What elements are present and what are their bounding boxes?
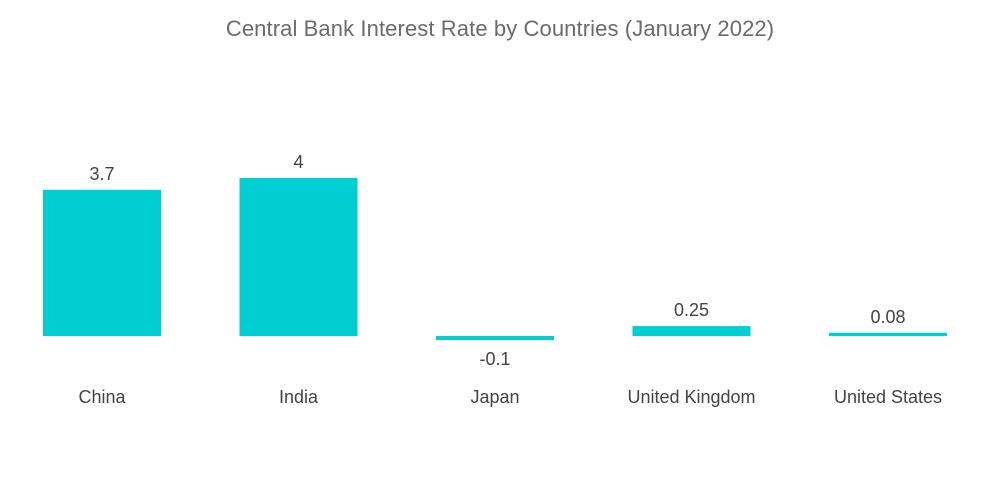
- value-label: 3.7: [89, 164, 114, 184]
- category-label: China: [78, 387, 126, 407]
- value-label: -0.1: [479, 349, 510, 369]
- category-label: India: [279, 387, 319, 407]
- category-label: Japan: [470, 387, 519, 407]
- bar-united-states: [829, 332, 947, 336]
- bar-japan: [436, 336, 554, 340]
- bar-china: [43, 189, 161, 336]
- bar-india: [239, 178, 358, 336]
- value-label: 0.25: [674, 300, 709, 320]
- value-label: 0.08: [870, 307, 905, 327]
- category-label: United States: [834, 387, 942, 407]
- value-label: 4: [293, 152, 303, 172]
- bar-united-kingdom: [632, 326, 751, 336]
- category-label: United Kingdom: [627, 387, 755, 407]
- chart-title: Central Bank Interest Rate by Countries …: [225, 16, 775, 41]
